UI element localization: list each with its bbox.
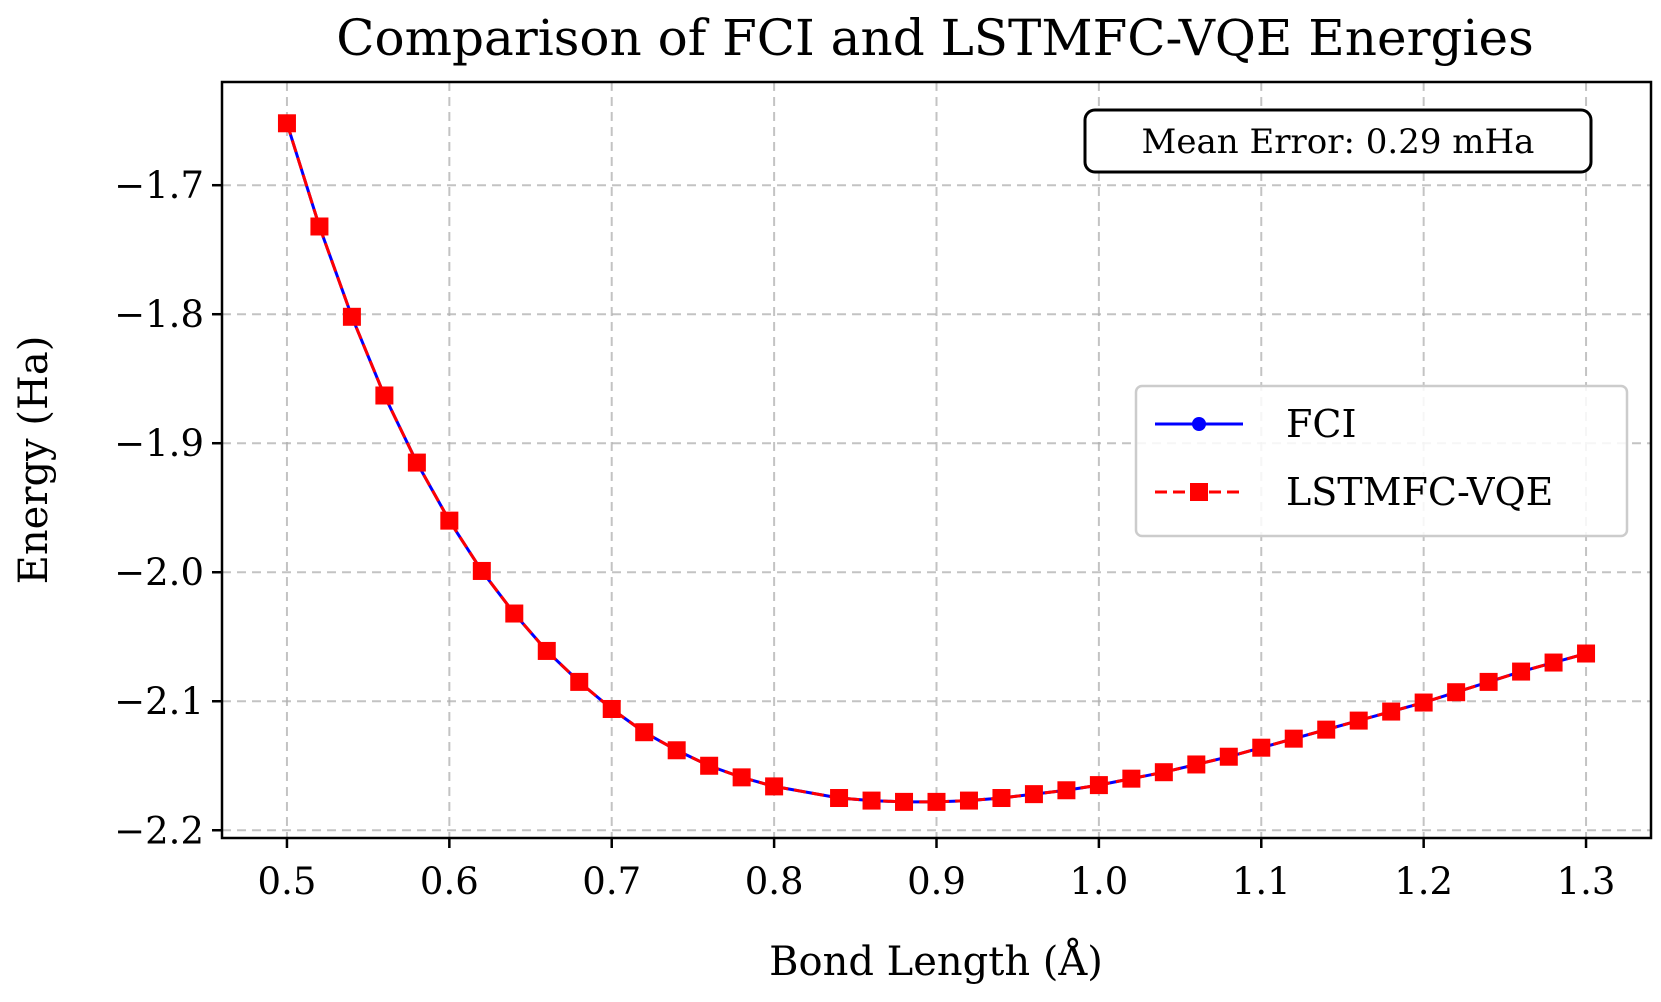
legend-fci-marker <box>1192 417 1206 431</box>
data-point-lstmfc-vqe <box>700 756 719 775</box>
data-point-lstmfc-vqe <box>992 789 1011 808</box>
data-point-lstmfc-vqe <box>1187 755 1206 774</box>
data-point-lstmfc-vqe <box>1154 763 1173 782</box>
data-point-lstmfc-vqe <box>1024 785 1043 804</box>
data-point-lstmfc-vqe <box>1089 776 1108 795</box>
y-tick-label: −2.0 <box>114 551 204 594</box>
data-point-lstmfc-vqe <box>1447 683 1466 702</box>
legend-fci-label: FCI <box>1286 402 1356 446</box>
annotation-frame <box>1083 108 1593 174</box>
data-point-lstmfc-vqe <box>505 604 524 623</box>
legend-entry-lstmfc-vqe: LSTMFC-VQE <box>1155 470 1553 514</box>
x-tick-label: 0.6 <box>420 860 479 903</box>
data-point-lstmfc-vqe <box>1122 769 1141 788</box>
data-point-lstmfc-vqe <box>1479 672 1498 691</box>
data-point-lstmfc-vqe <box>342 307 361 326</box>
data-point-lstmfc-vqe <box>375 386 394 405</box>
series-lines <box>285 122 1587 804</box>
data-point-lstmfc-vqe <box>537 641 556 660</box>
data-point-lstmfc-vqe <box>407 453 426 472</box>
data-point-lstmfc-vqe <box>830 789 849 808</box>
data-point-lstmfc-vqe <box>635 723 654 742</box>
annotation-box: Mean Error: 0.29 mHa <box>1083 108 1593 174</box>
data-point-lstmfc-vqe <box>472 561 491 580</box>
series-markers <box>277 114 1596 811</box>
data-point-lstmfc-vqe <box>277 114 296 133</box>
series-line-fci <box>285 122 1587 804</box>
x-tick-label: 1.3 <box>1557 860 1616 903</box>
data-point-lstmfc-vqe <box>1544 653 1563 672</box>
x-axis-ticks: 0.5 0.6 0.7 0.8 0.9 1.0 1.1 1.2 1.3 <box>258 838 1616 903</box>
data-point-lstmfc-vqe <box>1252 738 1271 757</box>
x-tick-label: 0.9 <box>907 860 966 903</box>
y-axis-ticks: −1.7 −1.8 −1.9 −2.0 −2.1 −2.2 <box>114 164 222 852</box>
data-point-lstmfc-vqe <box>1284 729 1303 748</box>
legend-lstmfc-vqe-label: LSTMFC-VQE <box>1286 470 1553 514</box>
mean-error-annotation: Mean Error: 0.29 mHa <box>1142 122 1535 162</box>
data-point-lstmfc-vqe <box>1414 693 1433 712</box>
x-tick-label: 0.5 <box>258 860 317 903</box>
data-point-lstmfc-vqe <box>1057 781 1076 800</box>
data-point-lstmfc-vqe <box>927 792 946 811</box>
y-tick-label: −2.1 <box>114 680 204 723</box>
data-point-lstmfc-vqe <box>959 791 978 810</box>
chart-title: Comparison of FCI and LSTMFC-VQE Energie… <box>336 9 1534 67</box>
data-point-lstmfc-vqe <box>667 741 686 760</box>
y-tick-label: −2.2 <box>114 809 204 852</box>
data-point-lstmfc-vqe <box>1382 702 1401 721</box>
data-point-lstmfc-vqe <box>1317 720 1336 739</box>
legend-entry-fci: FCI <box>1155 402 1356 446</box>
y-tick-label: −1.9 <box>114 422 204 465</box>
x-axis-label: Bond Length (Å) <box>769 938 1103 985</box>
data-point-lstmfc-vqe <box>310 217 329 236</box>
x-tick-label: 1.2 <box>1394 860 1453 903</box>
x-tick-label: 1.1 <box>1232 860 1291 903</box>
data-point-lstmfc-vqe <box>1349 711 1368 730</box>
data-point-lstmfc-vqe <box>1577 644 1596 663</box>
data-point-lstmfc-vqe <box>602 699 621 718</box>
legend: FCI LSTMFC-VQE <box>1134 384 1629 538</box>
x-tick-label: 1.0 <box>1069 860 1128 903</box>
x-tick-label: 0.8 <box>745 860 804 903</box>
data-point-lstmfc-vqe <box>1219 747 1238 766</box>
data-point-lstmfc-vqe <box>570 672 589 691</box>
data-point-lstmfc-vqe <box>1512 662 1531 681</box>
data-point-lstmfc-vqe <box>765 777 784 796</box>
y-tick-label: −1.8 <box>114 293 204 336</box>
data-point-lstmfc-vqe <box>440 511 459 530</box>
data-point-lstmfc-vqe <box>862 791 881 810</box>
x-tick-label: 0.7 <box>582 860 641 903</box>
legend-frame <box>1134 384 1629 538</box>
data-point-lstmfc-vqe <box>732 768 751 787</box>
y-axis-label: Energy (Ha) <box>11 336 57 585</box>
data-point-lstmfc-vqe <box>895 792 914 811</box>
legend-lstmfc-vqe-marker <box>1190 483 1208 501</box>
y-tick-label: −1.7 <box>114 164 204 207</box>
